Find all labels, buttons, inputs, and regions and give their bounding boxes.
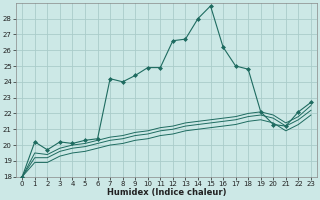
X-axis label: Humidex (Indice chaleur): Humidex (Indice chaleur)	[107, 188, 226, 197]
